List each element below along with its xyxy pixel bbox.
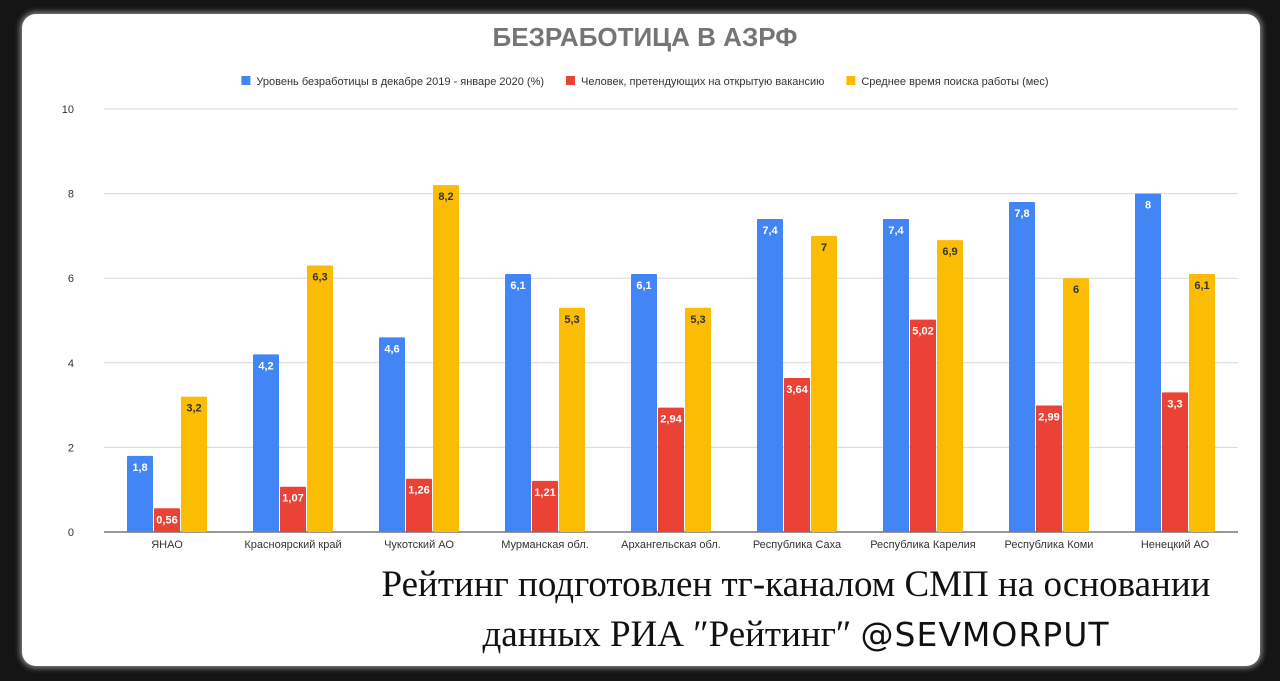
data-label: 2,99: [1038, 412, 1059, 424]
y-tick-label: 2: [68, 442, 74, 454]
data-label: 1,07: [282, 493, 303, 505]
data-label: 1,26: [408, 485, 429, 497]
x-tick-label: Республика Саха: [753, 539, 842, 551]
bar: [1189, 273, 1215, 532]
data-label: 3,2: [186, 403, 201, 415]
x-tick-label: Мурманская обл.: [501, 539, 589, 551]
y-tick-label: 6: [68, 273, 74, 285]
data-label: 7,4: [888, 225, 904, 237]
bar: [532, 480, 558, 532]
bar: [658, 407, 684, 532]
bar: [406, 478, 432, 532]
bar: [280, 486, 306, 532]
legend-swatch: [566, 76, 576, 85]
data-label: 0,56: [156, 514, 177, 526]
bar: [253, 354, 279, 532]
y-axis-ticks: 0 2 4 6 8 10: [62, 104, 74, 539]
data-label: 8: [1145, 200, 1151, 212]
x-tick-label: Республика Коми: [1005, 539, 1094, 551]
x-tick-label: Республика Карелия: [870, 539, 976, 551]
x-axis-categories: ЯНАО Красноярский край Чукотский АО Мурманс…: [151, 539, 1209, 551]
bar: [757, 218, 783, 533]
legend-swatch: [241, 76, 251, 85]
data-label: 5,3: [564, 314, 579, 326]
data-label: 3,3: [1167, 398, 1182, 410]
data-label: 3,64: [786, 384, 808, 396]
channel-handle: @SEVMORPUT: [860, 615, 1110, 654]
data-label: 4,2: [258, 360, 273, 372]
data-label: 4,6: [384, 343, 399, 355]
legend-swatch: [846, 76, 856, 85]
chart-title: БЕЗРАБОТИЦА В АЗРФ: [493, 22, 798, 52]
data-label: 6: [1073, 284, 1079, 296]
bar: [937, 240, 963, 532]
bar: [379, 337, 405, 532]
x-tick-label: Архангельская обл.: [621, 539, 721, 551]
x-tick-label: Красноярский край: [244, 539, 341, 551]
bar: [1162, 392, 1188, 532]
data-label: 6,1: [510, 280, 525, 292]
bar: [910, 319, 936, 532]
data-label: 6,9: [942, 246, 957, 258]
legend-label: Среднее время поиска работы (мес): [861, 76, 1048, 88]
bar: [307, 265, 333, 532]
data-label: 6,3: [312, 272, 327, 284]
bar: [784, 378, 810, 532]
credit-line-1: Рейтинг подготовлен тг-каналом СМП на ос…: [381, 564, 1211, 605]
data-label: 1,8: [132, 462, 147, 474]
bar: [1036, 405, 1062, 532]
bar: [1135, 193, 1161, 532]
x-tick-label: Чукотский АО: [384, 539, 454, 551]
bar: [154, 508, 180, 532]
data-label: 6,1: [1194, 280, 1209, 292]
data-label: 6,1: [636, 280, 651, 292]
bar: [631, 273, 657, 532]
bars: 1,8 0,56 3,2 4,2 1,07 6,3 4,6 1,26 8,2 6,1 1,21 5,3…: [127, 185, 1215, 533]
legend-label: Уровень безработицы в декабре 2019 - янв…: [256, 76, 544, 88]
bar: [883, 218, 909, 533]
legend-item: Уровень безработицы в декабре 2019 - янв…: [241, 76, 544, 88]
legend-item: Человек, претендующих на открытую ваканс…: [566, 76, 824, 88]
data-label: 7: [821, 242, 827, 254]
x-tick-label: ЯНАО: [151, 539, 183, 551]
data-label: 8,2: [438, 191, 453, 203]
bar: [1009, 202, 1035, 532]
legend: Уровень безработицы в декабре 2019 - янв…: [241, 76, 1049, 88]
data-label: 7,4: [762, 225, 778, 237]
bar: [811, 235, 837, 532]
y-tick-label: 4: [68, 358, 74, 370]
legend-item: Среднее время поиска работы (мес): [846, 76, 1049, 88]
bar: [1063, 278, 1089, 532]
data-label: 5,02: [912, 326, 933, 338]
y-tick-label: 0: [68, 527, 74, 539]
data-label: 5,3: [690, 314, 705, 326]
bar: [505, 273, 531, 532]
bar: [685, 307, 711, 532]
bar: [127, 455, 153, 532]
bar: [433, 185, 459, 532]
credit-caption: Рейтинг подготовлен тг-каналом СМП на ос…: [340, 560, 1252, 660]
y-tick-label: 8: [68, 189, 74, 201]
data-label: 2,94: [660, 414, 682, 426]
data-label: 7,8: [1014, 208, 1029, 220]
x-tick-label: Ненецкий АО: [1141, 539, 1210, 551]
credit-source: данных РИА ″Рейтинг″: [482, 614, 852, 655]
bar: [181, 396, 207, 532]
bar: [559, 307, 585, 532]
data-label: 1,21: [534, 487, 555, 499]
credit-line-2: данных РИА ″Рейтинг″ @SEVMORPUT: [340, 610, 1252, 660]
y-tick-label: 10: [62, 104, 74, 116]
legend-label: Человек, претендующих на открытую ваканс…: [581, 76, 824, 88]
